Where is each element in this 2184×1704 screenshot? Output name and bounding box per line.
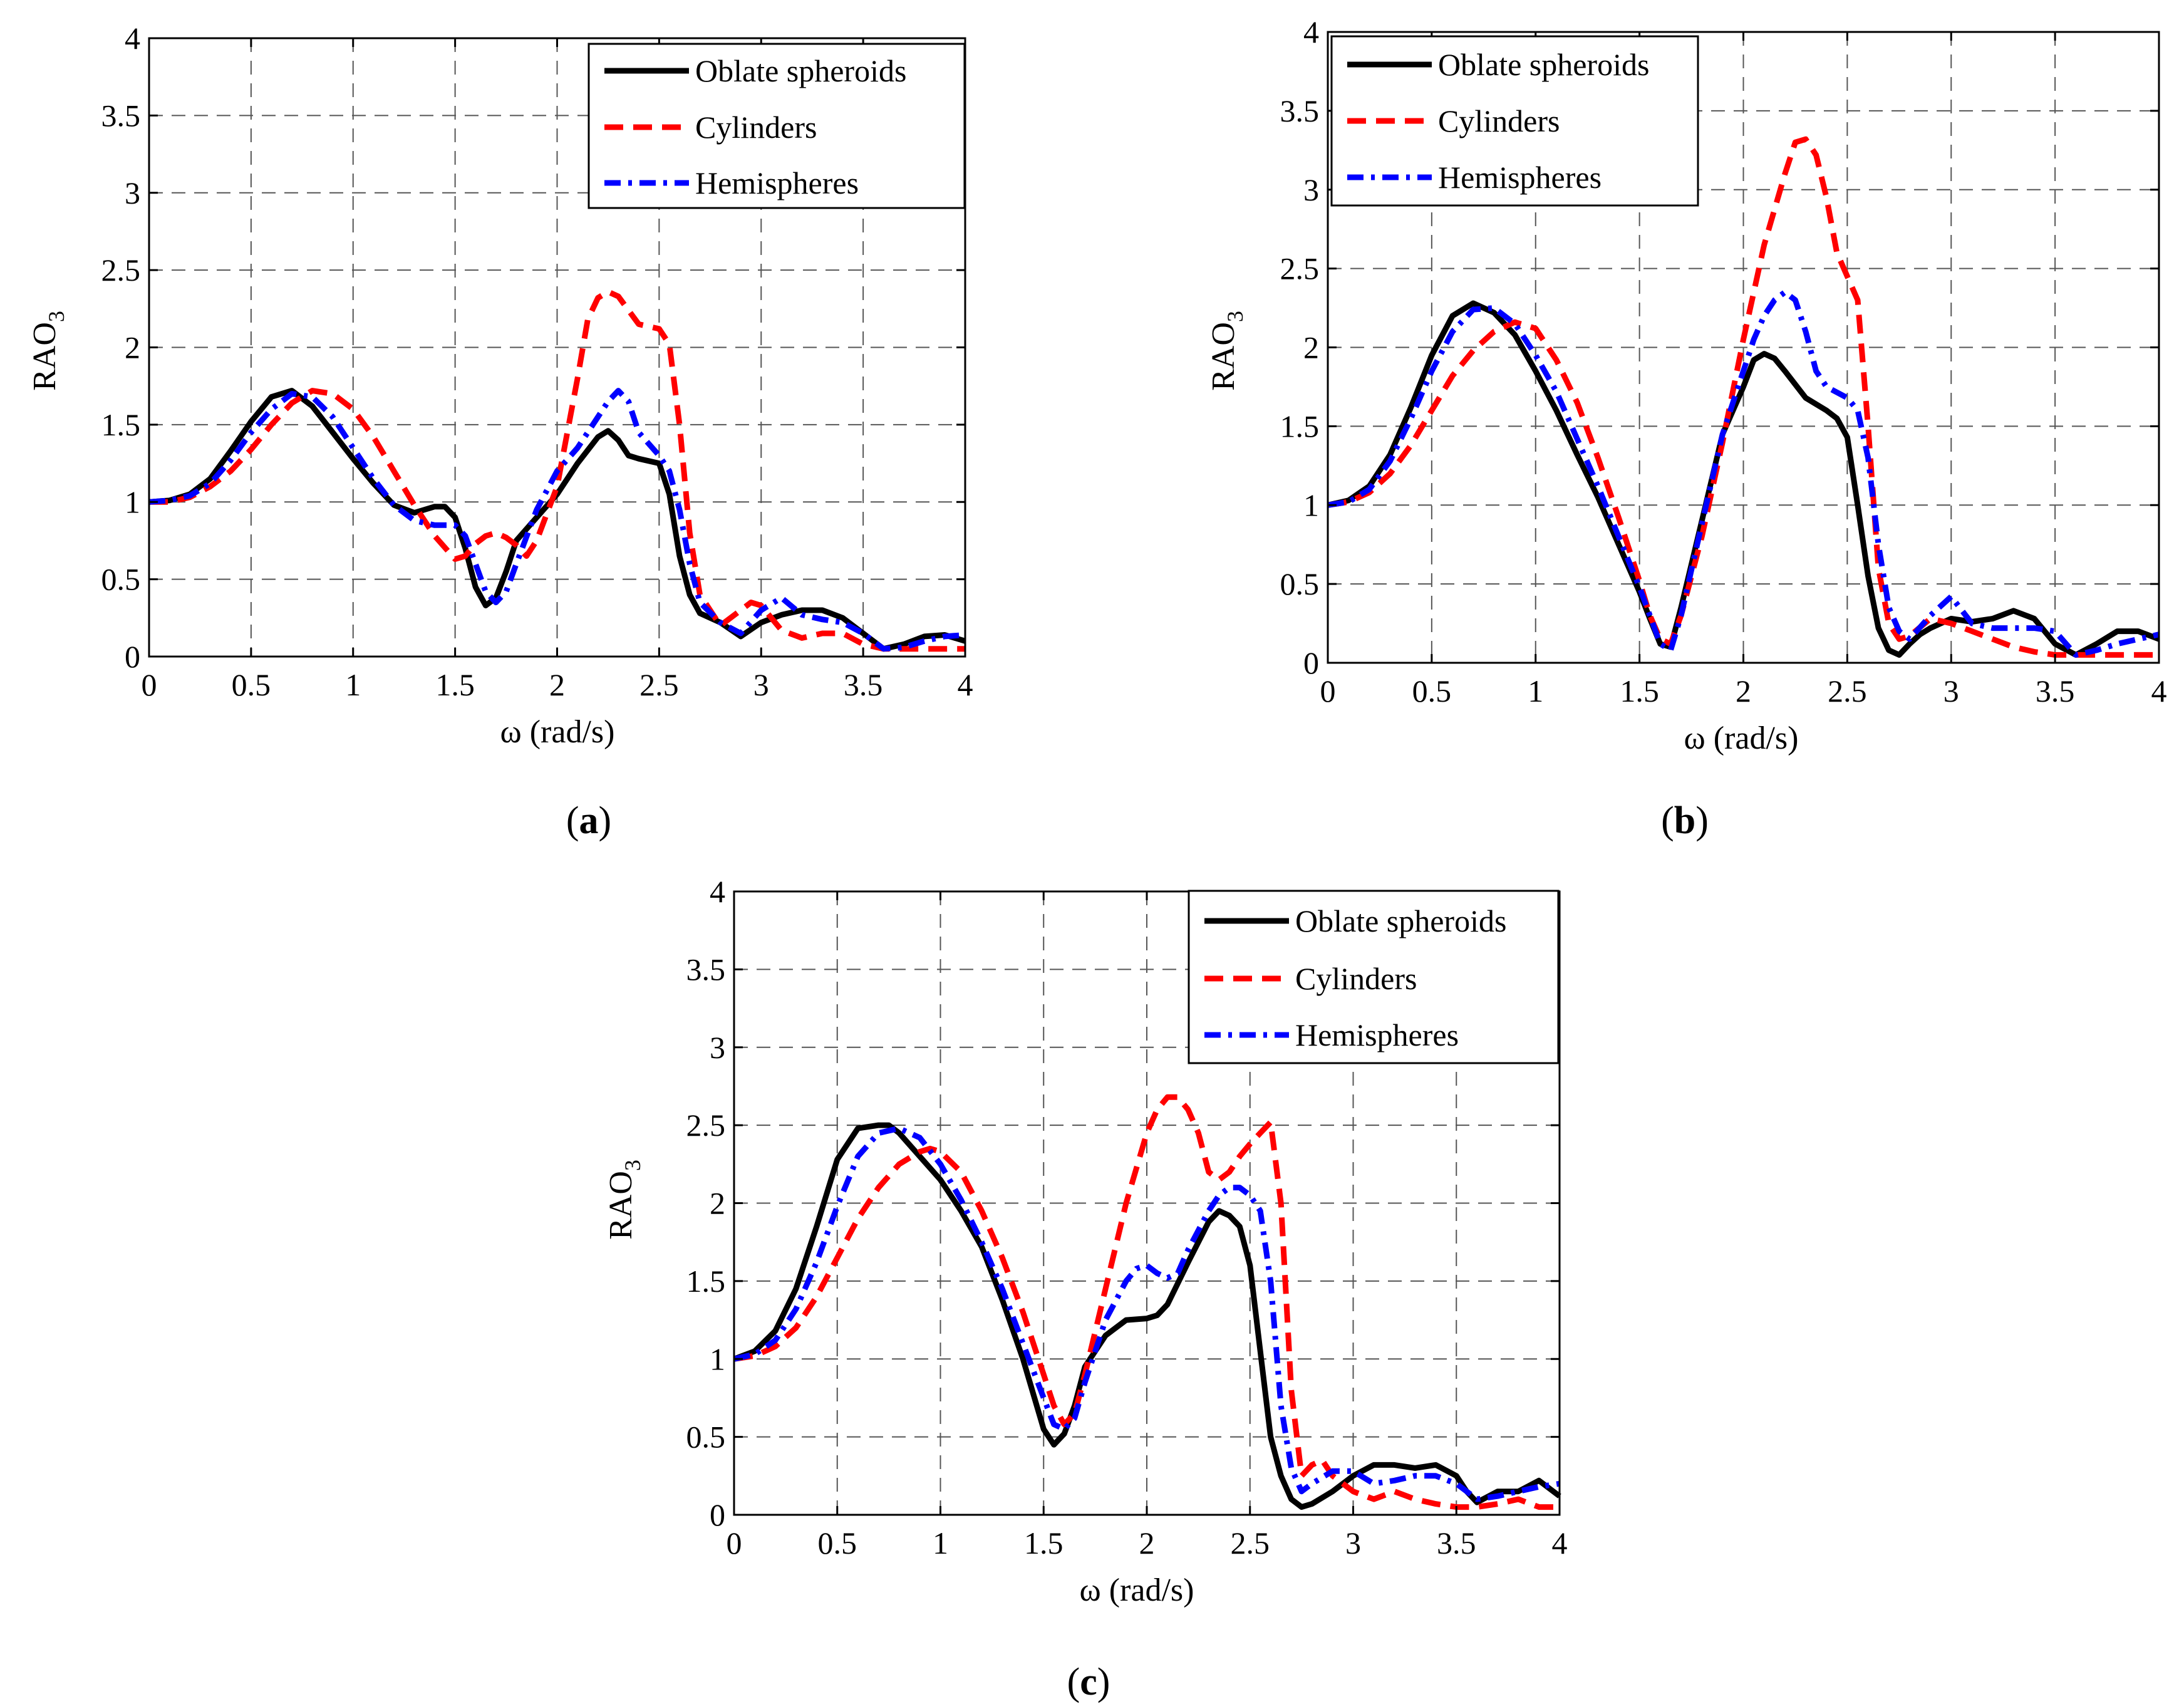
x-tick-label: 2 [1736, 673, 1751, 709]
x-tick-label: 0.5 [232, 667, 271, 702]
y-tick-label: 2 [1303, 330, 1319, 365]
x-tick-label: 1.5 [435, 667, 475, 702]
x-tick-label: 3.5 [844, 667, 883, 702]
legend: Oblate spheroids Cylinders Hemispheres [587, 43, 966, 209]
y-tick-label: 3 [1303, 172, 1319, 207]
panel-label: (a) [566, 799, 611, 842]
x-tick-label: 2.5 [1231, 1525, 1270, 1561]
y-axis-label: RAO3 [603, 1160, 645, 1240]
y-tick-label: 0.5 [1280, 566, 1320, 601]
x-tick-label: 0.5 [818, 1525, 857, 1561]
x-tick-label: 1.5 [1024, 1525, 1064, 1561]
y-tick-label: 0 [125, 639, 140, 674]
y-tick-label: 0.5 [101, 562, 141, 597]
chart-panel-a: 0 0.5 1 1.5 2 2.5 3 3.5 4 0 0.5 1 1.5 2 2.5 3 3.5 4 ω (rad… [27, 21, 973, 842]
x-tick-label: 1 [345, 667, 361, 702]
y-tick-label: 2 [710, 1186, 725, 1221]
legend-label: Oblate spheroids [1438, 47, 1649, 82]
x-axis-label: ω (rad/s) [1684, 720, 1799, 756]
y-tick-label: 4 [1303, 14, 1319, 49]
y-tick-label: 2.5 [686, 1108, 726, 1143]
x-axis-label: ω (rad/s) [1080, 1572, 1194, 1608]
legend-label: Oblate spheroids [1295, 903, 1506, 938]
y-tick-label: 0 [1303, 645, 1319, 680]
x-tick-label: 3 [753, 667, 769, 702]
y-tick-label: 2.5 [101, 252, 141, 288]
series-line-cylinders [149, 289, 965, 652]
y-tick-label: 0.5 [686, 1420, 726, 1455]
y-tick-label: 3.5 [686, 952, 726, 987]
x-axis-label: ω (rad/s) [500, 714, 615, 750]
x-tick-label: 0 [1320, 673, 1336, 709]
legend-label: Oblate spheroids [695, 53, 906, 88]
y-axis-label: RAO3 [27, 311, 69, 391]
series-line-hemispheres [733, 1125, 1560, 1502]
x-tick-label: 1.5 [1620, 673, 1659, 709]
legend-label: Hemispheres [695, 165, 859, 200]
y-tick-label: 1.5 [686, 1264, 726, 1299]
legend-label: Cylinders [1438, 103, 1560, 138]
y-tick-label: 1.5 [101, 407, 141, 442]
y-tick-label: 2 [125, 330, 140, 365]
series-line-hemispheres [1327, 289, 2160, 658]
y-tick-label: 1 [710, 1341, 725, 1376]
series-line-cylinders [733, 1094, 1560, 1510]
x-tick-label: 0.5 [1412, 673, 1452, 709]
y-tick-label: 3 [710, 1030, 725, 1065]
y-tick-label: 3 [125, 175, 140, 210]
x-tick-label: 4 [958, 667, 973, 702]
x-tick-label: 0 [142, 667, 157, 702]
chart-panel-c: 0 0.5 1 1.5 2 2.5 3 3.5 4 0 0.5 1 1.5 2 2.5 3 3.5 4 ω (rad… [603, 874, 1568, 1703]
y-tick-label: 1.5 [1280, 408, 1320, 444]
x-tick-label: 3.5 [1437, 1525, 1476, 1561]
y-tick-label: 4 [125, 21, 140, 56]
x-tick-label: 3.5 [2036, 673, 2075, 709]
x-tick-label: 3 [1345, 1525, 1361, 1561]
x-tick-label: 2 [1139, 1525, 1155, 1561]
legend-label: Cylinders [695, 110, 817, 145]
y-tick-label: 1 [125, 484, 140, 519]
x-tick-label: 2.5 [639, 667, 679, 702]
x-tick-label: 0 [727, 1525, 742, 1561]
x-tick-label: 4 [1552, 1525, 1568, 1561]
y-tick-label: 1 [1303, 487, 1319, 522]
y-tick-label: 3.5 [101, 98, 141, 133]
x-tick-label: 1 [1528, 673, 1543, 709]
series-line-oblate-spheroids [1327, 300, 2160, 658]
x-tick-label: 1 [933, 1525, 948, 1561]
x-tick-label: 2 [549, 667, 565, 702]
panel-label: (b) [1661, 799, 1709, 842]
series-line-cylinders [1327, 136, 2159, 658]
y-tick-label: 0 [710, 1497, 725, 1532]
x-tick-label: 2.5 [1828, 673, 1867, 709]
chart-panel-b: 0 0.5 1 1.5 2 2.5 3 3.5 4 0 0.5 1 1.5 2 2.5 3 3.5 4 ω (rad… [1206, 14, 2167, 842]
legend-label: Hemispheres [1438, 160, 1602, 195]
legend: Oblate spheroids Cylinders Hemispheres [1188, 890, 1560, 1064]
y-axis-label: RAO3 [1206, 311, 1248, 391]
legend-label: Cylinders [1295, 961, 1417, 996]
y-tick-label: 2.5 [1280, 251, 1320, 286]
y-tick-label: 4 [710, 874, 725, 909]
legend: Oblate spheroids Cylinders Hemispheres [1330, 35, 1699, 207]
y-tick-label: 3.5 [1280, 93, 1320, 128]
x-tick-label: 3 [1943, 673, 1959, 709]
legend-label: Hemispheres [1295, 1017, 1459, 1052]
x-tick-label: 4 [2151, 673, 2167, 709]
panel-label: (c) [1067, 1661, 1110, 1703]
